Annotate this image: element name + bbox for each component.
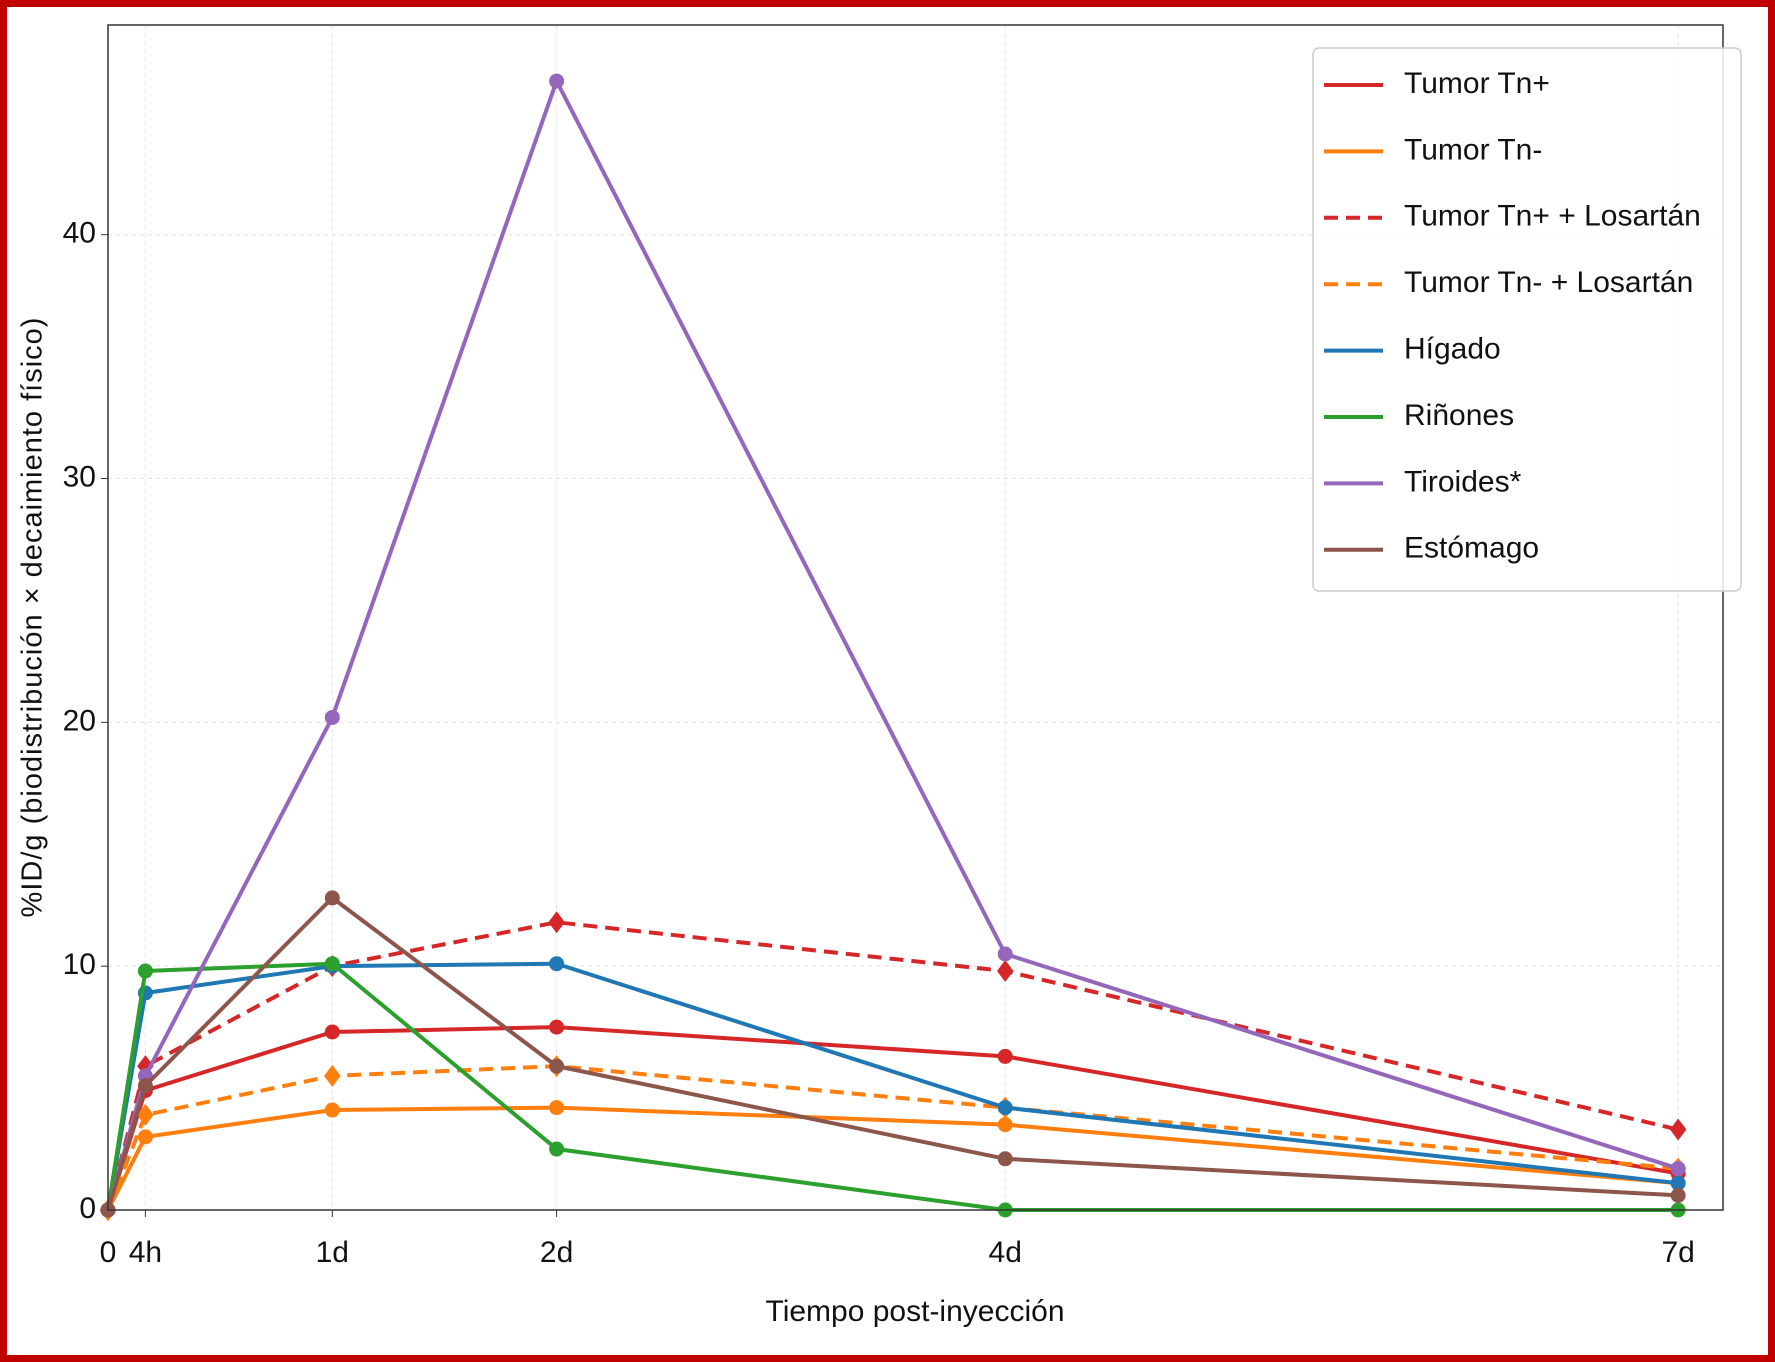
series-line [106,79,1679,1211]
marker [997,1100,1013,1116]
marker [324,1024,340,1040]
marker [324,890,340,906]
legend-label: Tumor Tn+ + Losartán [1404,200,1701,233]
y-tick-label: 0 [79,1192,96,1225]
y-axis-label: %ID/g (biodistribución × decaimiento fís… [17,317,49,918]
marker [324,1064,341,1087]
axes-frame [107,24,1724,1211]
marker [137,1078,153,1094]
marker [997,1151,1013,1167]
x-tick-label: 4d [989,1236,1022,1269]
series-line [106,895,1679,1211]
series-line [106,1105,1679,1211]
marker [137,963,153,979]
marker [324,956,340,972]
y-tick-label: 20 [63,704,96,737]
marker [549,1141,565,1157]
legend-label: Tumor Tn- [1404,133,1542,166]
marker [324,709,340,725]
legend-box [1312,47,1742,592]
legend-label: Riñones [1404,399,1514,432]
series-line [106,961,1679,1211]
x-tick-label: 0 [100,1236,117,1269]
legend: Tumor Tn+ Tumor Tn- Tumor Tn+ + Losartán Tu… [1324,67,1701,565]
x-tick-label: 2d [540,1236,573,1269]
marker [324,1102,340,1118]
legend-label: Hígado [1404,333,1501,366]
legend-label: Estómago [1404,532,1539,565]
x-tick-label: 4h [129,1236,162,1269]
x-tick-label: 1d [316,1236,349,1269]
y-tick-label: 30 [63,460,96,493]
legend-label: Tumor Tn- + Losartán [1404,266,1693,299]
x-tick-label: 7d [1661,1236,1694,1269]
marker [997,1117,1013,1133]
marker [997,1048,1013,1064]
y-tick-label: 40 [63,217,96,250]
y-tick-label: 10 [63,948,96,981]
marker [549,1058,565,1074]
legend-label: Tumor Tn+ [1404,67,1550,100]
marker [137,1129,153,1145]
marker [1669,1118,1687,1141]
marker [1670,1187,1686,1203]
marker [137,1103,154,1126]
marker [1670,1161,1686,1177]
x-axis-label: Tiempo post-inyección [765,1295,1064,1328]
marker [549,956,565,972]
legend-label: Tiroides* [1404,465,1522,498]
marker [549,1100,565,1116]
marker [996,960,1014,983]
marker [997,946,1013,962]
marker [548,911,565,934]
marker [549,73,565,89]
series-line [106,1064,1679,1211]
marker [549,1019,565,1035]
marker [1670,1175,1686,1191]
series-line [106,920,1679,1211]
